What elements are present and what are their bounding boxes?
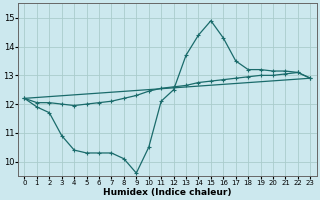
X-axis label: Humidex (Indice chaleur): Humidex (Indice chaleur) <box>103 188 232 197</box>
